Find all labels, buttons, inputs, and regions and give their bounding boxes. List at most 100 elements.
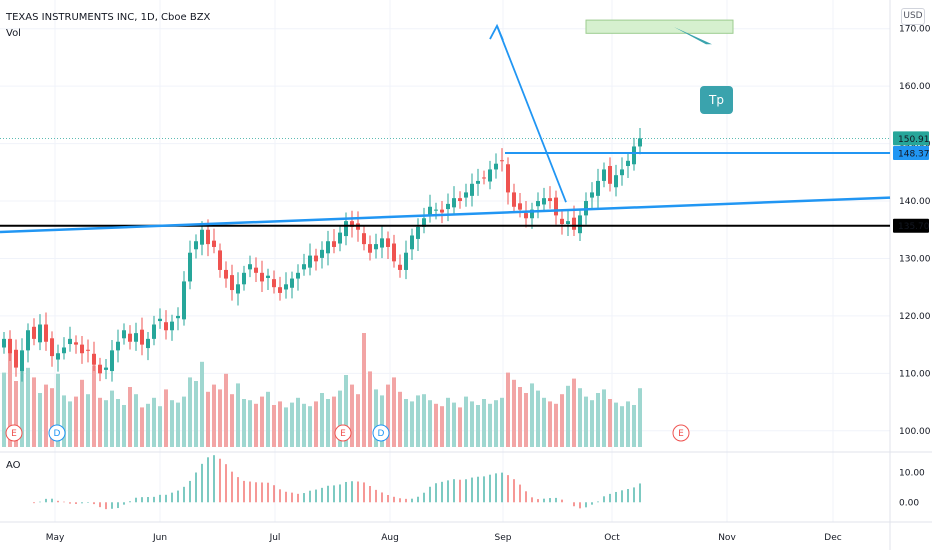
time-tick-label: Dec bbox=[824, 533, 841, 543]
candle-body bbox=[182, 281, 186, 320]
candle bbox=[140, 317, 144, 356]
volume-bar bbox=[614, 402, 618, 447]
arrow-head bbox=[489, 23, 504, 41]
price-label-text: 135.70 bbox=[898, 222, 930, 232]
price-label-last: 150.91 bbox=[893, 131, 930, 146]
volume-bar bbox=[494, 400, 498, 447]
currency-button[interactable]: USD bbox=[901, 8, 925, 25]
candle bbox=[386, 231, 390, 260]
volume-bar bbox=[116, 399, 120, 447]
candle-body bbox=[86, 349, 90, 351]
volume-bar bbox=[56, 373, 60, 447]
candle bbox=[218, 243, 222, 278]
candle-body bbox=[260, 272, 264, 282]
candle-body bbox=[224, 269, 228, 279]
candle-body bbox=[122, 330, 126, 339]
candle-body bbox=[230, 275, 234, 291]
candle-body bbox=[344, 221, 348, 237]
volume-bar bbox=[230, 394, 234, 447]
candle-body bbox=[128, 333, 132, 342]
volume-bar bbox=[596, 393, 600, 447]
price-label-bg bbox=[893, 131, 929, 146]
volume-bar bbox=[284, 407, 288, 447]
candle-body bbox=[68, 338, 72, 345]
volume-bar bbox=[104, 400, 108, 447]
candle-body bbox=[170, 321, 174, 331]
volume-bar bbox=[32, 377, 36, 447]
candle-body bbox=[620, 169, 624, 176]
candle-body bbox=[44, 324, 48, 342]
candle-body bbox=[506, 164, 510, 193]
candle-body bbox=[74, 342, 78, 345]
candle bbox=[284, 272, 288, 299]
candle-body bbox=[92, 353, 96, 365]
symbol-title: TEXAS INSTRUMENTS INC, 1D, Cboe BZX bbox=[6, 12, 211, 23]
event-marker-E: E bbox=[5, 424, 23, 442]
candle bbox=[464, 183, 468, 207]
tp-callout[interactable]: Tp bbox=[700, 86, 733, 114]
candle bbox=[326, 230, 330, 266]
candle bbox=[578, 208, 582, 241]
candle-body bbox=[158, 318, 162, 322]
candle bbox=[560, 210, 564, 235]
volume-bar bbox=[332, 396, 336, 447]
candle bbox=[272, 270, 276, 294]
candle bbox=[446, 193, 450, 222]
volume-bar bbox=[170, 400, 174, 447]
candle bbox=[290, 271, 294, 299]
volume-bar bbox=[320, 393, 324, 447]
candle-body bbox=[470, 183, 474, 196]
candle bbox=[92, 341, 96, 372]
candle-body bbox=[26, 330, 30, 351]
candle-body bbox=[488, 169, 492, 182]
candle-body bbox=[494, 163, 498, 170]
volume-bar bbox=[566, 385, 570, 447]
candle-body bbox=[278, 287, 282, 293]
candle-body bbox=[350, 221, 354, 227]
candle-body bbox=[14, 349, 18, 368]
volume-bar bbox=[410, 401, 414, 447]
price-tick-label: 140.00 bbox=[899, 197, 931, 207]
event-marker-text: E bbox=[11, 429, 17, 439]
time-tick-label: Sep bbox=[495, 533, 512, 543]
candle bbox=[302, 253, 306, 276]
volume-bar bbox=[572, 378, 576, 447]
volume-bar bbox=[506, 372, 510, 447]
volume-bar bbox=[134, 394, 138, 447]
volume-bar bbox=[296, 397, 300, 447]
candle-body bbox=[134, 333, 138, 342]
candle bbox=[224, 261, 228, 288]
volume-bar bbox=[416, 395, 420, 447]
price-label-text: 148.37 bbox=[898, 149, 930, 159]
candle bbox=[566, 210, 570, 237]
candle bbox=[536, 192, 540, 219]
candle bbox=[596, 168, 600, 208]
candle bbox=[164, 310, 168, 340]
price-label-text: 150.91 bbox=[898, 135, 930, 145]
candle-body bbox=[578, 215, 582, 234]
candle bbox=[230, 264, 234, 301]
candle-body bbox=[512, 192, 516, 207]
candle-body bbox=[56, 353, 60, 360]
candle-body bbox=[596, 180, 600, 196]
candle-body bbox=[218, 250, 222, 270]
candle-body bbox=[272, 279, 276, 288]
candle bbox=[428, 194, 432, 223]
candle bbox=[548, 186, 552, 209]
candle-body bbox=[80, 344, 84, 354]
volume-bar bbox=[338, 390, 342, 447]
candle bbox=[86, 339, 90, 363]
price-tick-label: 100.00 bbox=[899, 427, 931, 437]
candle bbox=[98, 357, 102, 382]
candle bbox=[350, 210, 354, 238]
volume-bar bbox=[206, 391, 210, 447]
candle bbox=[638, 128, 642, 155]
candle-body bbox=[332, 241, 336, 247]
event-marker-circle bbox=[48, 424, 66, 442]
candle-body bbox=[320, 249, 324, 258]
time-tick-label: Nov bbox=[718, 533, 736, 543]
candle-body bbox=[8, 338, 12, 354]
volume-bar bbox=[308, 406, 312, 447]
